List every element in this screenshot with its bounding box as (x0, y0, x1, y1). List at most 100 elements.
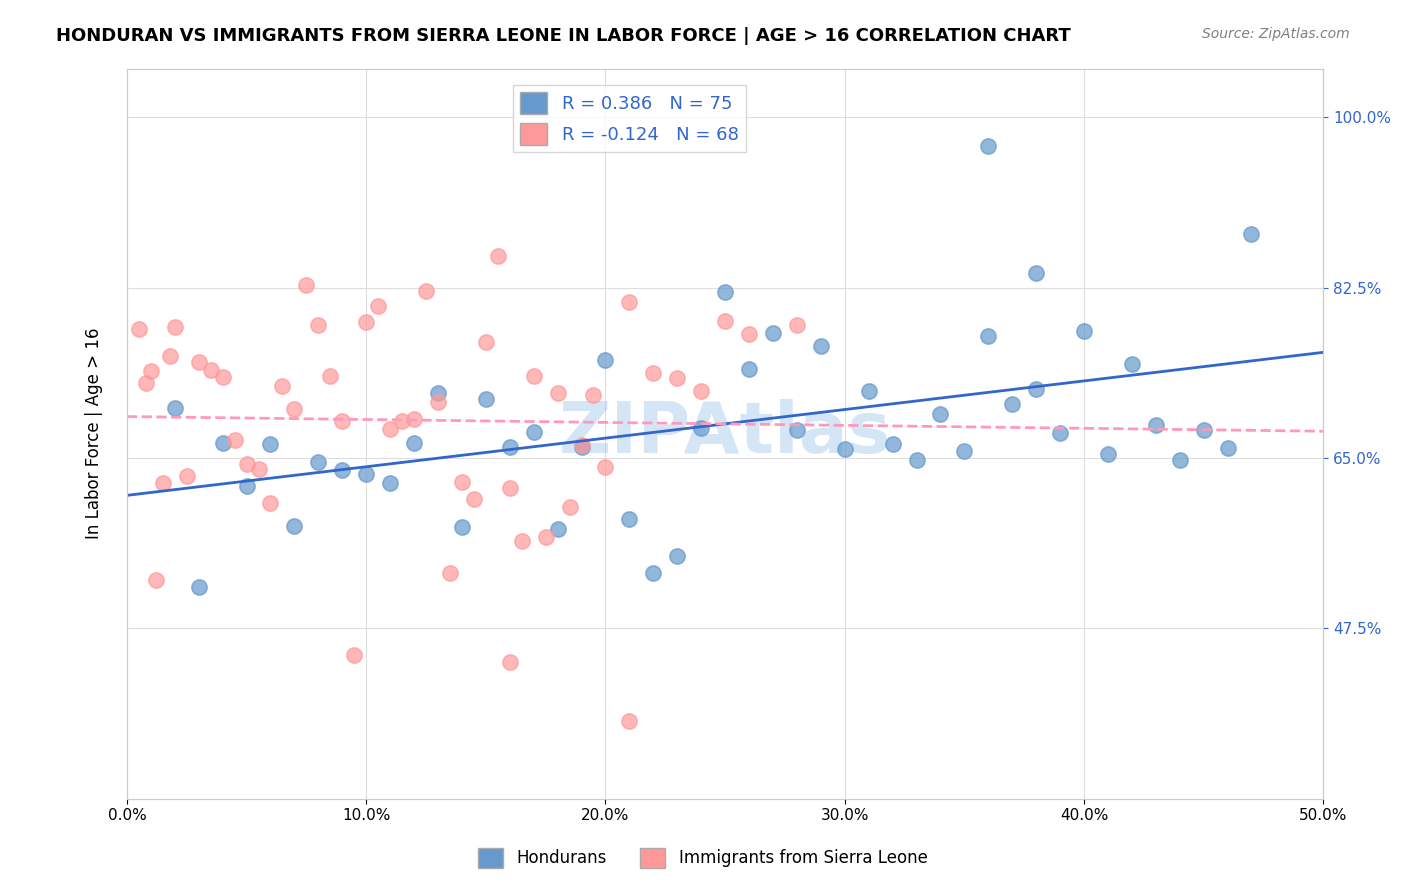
Hondurans (1168, 453, 1191, 467)
Immigrants from Sierra Leone (558, 500, 581, 514)
Hondurans (905, 452, 928, 467)
Hondurans (378, 476, 401, 491)
Hondurans (882, 437, 904, 451)
Immigrants from Sierra Leone (714, 314, 737, 328)
Hondurans (595, 352, 617, 367)
Hondurans (330, 463, 353, 477)
Hondurans (643, 566, 665, 580)
Hondurans (451, 519, 474, 533)
Hondurans (1216, 441, 1239, 455)
Immigrants from Sierra Leone (343, 648, 366, 662)
Hondurans (475, 392, 498, 407)
Immigrants from Sierra Leone (200, 362, 222, 376)
Hondurans (810, 339, 832, 353)
Hondurans (619, 512, 641, 526)
Immigrants from Sierra Leone (367, 299, 389, 313)
Legend: R = 0.386   N = 75, R = -0.124   N = 68: R = 0.386 N = 75, R = -0.124 N = 68 (513, 85, 745, 153)
Y-axis label: In Labor Force | Age > 16: In Labor Force | Age > 16 (86, 328, 103, 540)
Immigrants from Sierra Leone (163, 319, 186, 334)
Hondurans (1097, 447, 1119, 461)
Hondurans (977, 329, 1000, 343)
Hondurans (499, 440, 522, 454)
Immigrants from Sierra Leone (690, 384, 713, 399)
Hondurans (235, 479, 257, 493)
Immigrants from Sierra Leone (534, 530, 557, 544)
Hondurans (1025, 266, 1047, 280)
Hondurans (163, 401, 186, 416)
Immigrants from Sierra Leone (224, 434, 246, 448)
Hondurans (714, 285, 737, 300)
Hondurans (211, 435, 233, 450)
Immigrants from Sierra Leone (139, 363, 162, 377)
Hondurans (1073, 324, 1095, 338)
Immigrants from Sierra Leone (619, 295, 641, 310)
Immigrants from Sierra Leone (619, 714, 641, 728)
Immigrants from Sierra Leone (415, 285, 437, 299)
Hondurans (1001, 397, 1024, 411)
Immigrants from Sierra Leone (391, 413, 413, 427)
Hondurans (402, 436, 425, 450)
Hondurans (307, 455, 329, 469)
Immigrants from Sierra Leone (547, 385, 569, 400)
Immigrants from Sierra Leone (330, 414, 353, 428)
Hondurans (1144, 418, 1167, 433)
Hondurans (786, 423, 808, 437)
Hondurans (858, 384, 880, 398)
Immigrants from Sierra Leone (145, 573, 167, 587)
Immigrants from Sierra Leone (738, 327, 761, 342)
Hondurans (547, 522, 569, 536)
Hondurans (523, 425, 546, 439)
Immigrants from Sierra Leone (510, 533, 533, 548)
Immigrants from Sierra Leone (402, 412, 425, 426)
Immigrants from Sierra Leone (643, 366, 665, 380)
Hondurans (762, 326, 785, 340)
Hondurans (354, 467, 377, 482)
Immigrants from Sierra Leone (187, 354, 209, 368)
Hondurans (834, 442, 856, 456)
Immigrants from Sierra Leone (235, 457, 257, 471)
Hondurans (977, 139, 1000, 153)
Immigrants from Sierra Leone (159, 349, 181, 363)
Hondurans (259, 437, 281, 451)
Text: Source: ZipAtlas.com: Source: ZipAtlas.com (1202, 27, 1350, 41)
Immigrants from Sierra Leone (499, 481, 522, 495)
Hondurans (1121, 357, 1143, 371)
Immigrants from Sierra Leone (426, 395, 449, 409)
Immigrants from Sierra Leone (523, 369, 546, 384)
Hondurans (187, 580, 209, 594)
Hondurans (1025, 382, 1047, 396)
Immigrants from Sierra Leone (211, 369, 233, 384)
Hondurans (690, 420, 713, 434)
Immigrants from Sierra Leone (786, 318, 808, 333)
Immigrants from Sierra Leone (451, 475, 474, 489)
Hondurans (738, 362, 761, 376)
Immigrants from Sierra Leone (378, 422, 401, 436)
Immigrants from Sierra Leone (486, 249, 509, 263)
Immigrants from Sierra Leone (666, 371, 689, 385)
Immigrants from Sierra Leone (439, 566, 461, 580)
Immigrants from Sierra Leone (295, 277, 318, 292)
Immigrants from Sierra Leone (354, 315, 377, 329)
Hondurans (1192, 423, 1215, 437)
Hondurans (283, 519, 305, 533)
Immigrants from Sierra Leone (499, 656, 522, 670)
Hondurans (953, 443, 976, 458)
Immigrants from Sierra Leone (128, 322, 150, 336)
Immigrants from Sierra Leone (135, 376, 157, 390)
Hondurans (1049, 426, 1071, 441)
Text: HONDURAN VS IMMIGRANTS FROM SIERRA LEONE IN LABOR FORCE | AGE > 16 CORRELATION C: HONDURAN VS IMMIGRANTS FROM SIERRA LEONE… (56, 27, 1071, 45)
Immigrants from Sierra Leone (259, 496, 281, 510)
Immigrants from Sierra Leone (307, 318, 329, 333)
Immigrants from Sierra Leone (247, 461, 270, 475)
Immigrants from Sierra Leone (319, 368, 342, 383)
Immigrants from Sierra Leone (475, 335, 498, 350)
Immigrants from Sierra Leone (582, 388, 605, 402)
Hondurans (571, 440, 593, 454)
Text: ZIPAtlas: ZIPAtlas (558, 399, 891, 468)
Hondurans (426, 385, 449, 400)
Hondurans (666, 549, 689, 564)
Legend: Hondurans, Immigrants from Sierra Leone: Hondurans, Immigrants from Sierra Leone (471, 841, 935, 875)
Immigrants from Sierra Leone (463, 492, 485, 507)
Hondurans (929, 408, 952, 422)
Immigrants from Sierra Leone (176, 468, 198, 483)
